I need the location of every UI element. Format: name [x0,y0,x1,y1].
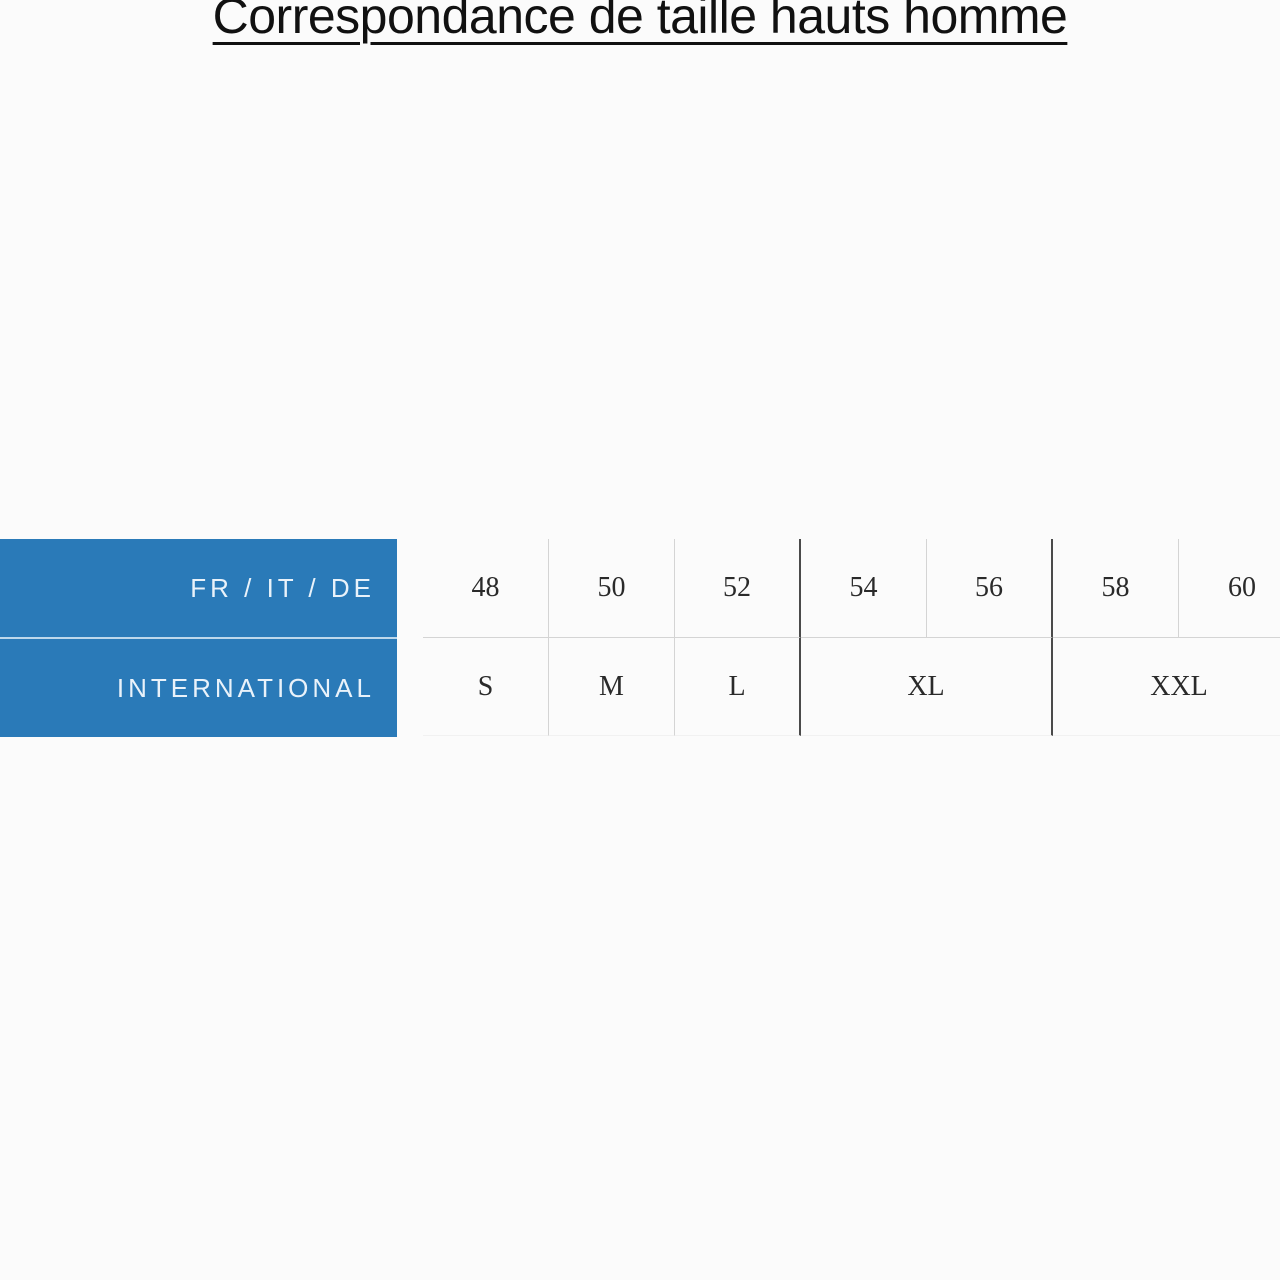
size-cell-fr-56: 56 [927,539,1053,638]
size-cell-int-xxl: XXL [1053,638,1280,736]
size-cell-fr-54: 54 [801,539,927,638]
size-cell-fr-52: 52 [675,539,801,638]
page-title: Correspondance de taille hauts homme [212,0,1068,44]
size-correspondence-table: FR / IT / DE INTERNATIONAL 48 50 52 54 5… [0,539,1280,737]
row-header-international: INTERNATIONAL [116,672,375,703]
size-cell-fr-60: 60 [1179,539,1280,638]
size-values-grid: 48 50 52 54 56 58 60 S M L XL XXL [423,539,1280,737]
size-cell-int-l: L [675,638,801,736]
table-header-column: FR / IT / DE INTERNATIONAL [0,539,397,737]
size-cell-fr-48: 48 [423,539,549,638]
size-cell-fr-50: 50 [549,539,675,638]
size-cell-int-s: S [423,638,549,736]
size-cell-int-xl: XL [801,638,1053,736]
size-cell-fr-58: 58 [1053,539,1179,638]
size-cell-int-m: M [549,638,675,736]
row-header-fr-it-de: FR / IT / DE [190,572,375,603]
header-row-divider [0,637,397,639]
